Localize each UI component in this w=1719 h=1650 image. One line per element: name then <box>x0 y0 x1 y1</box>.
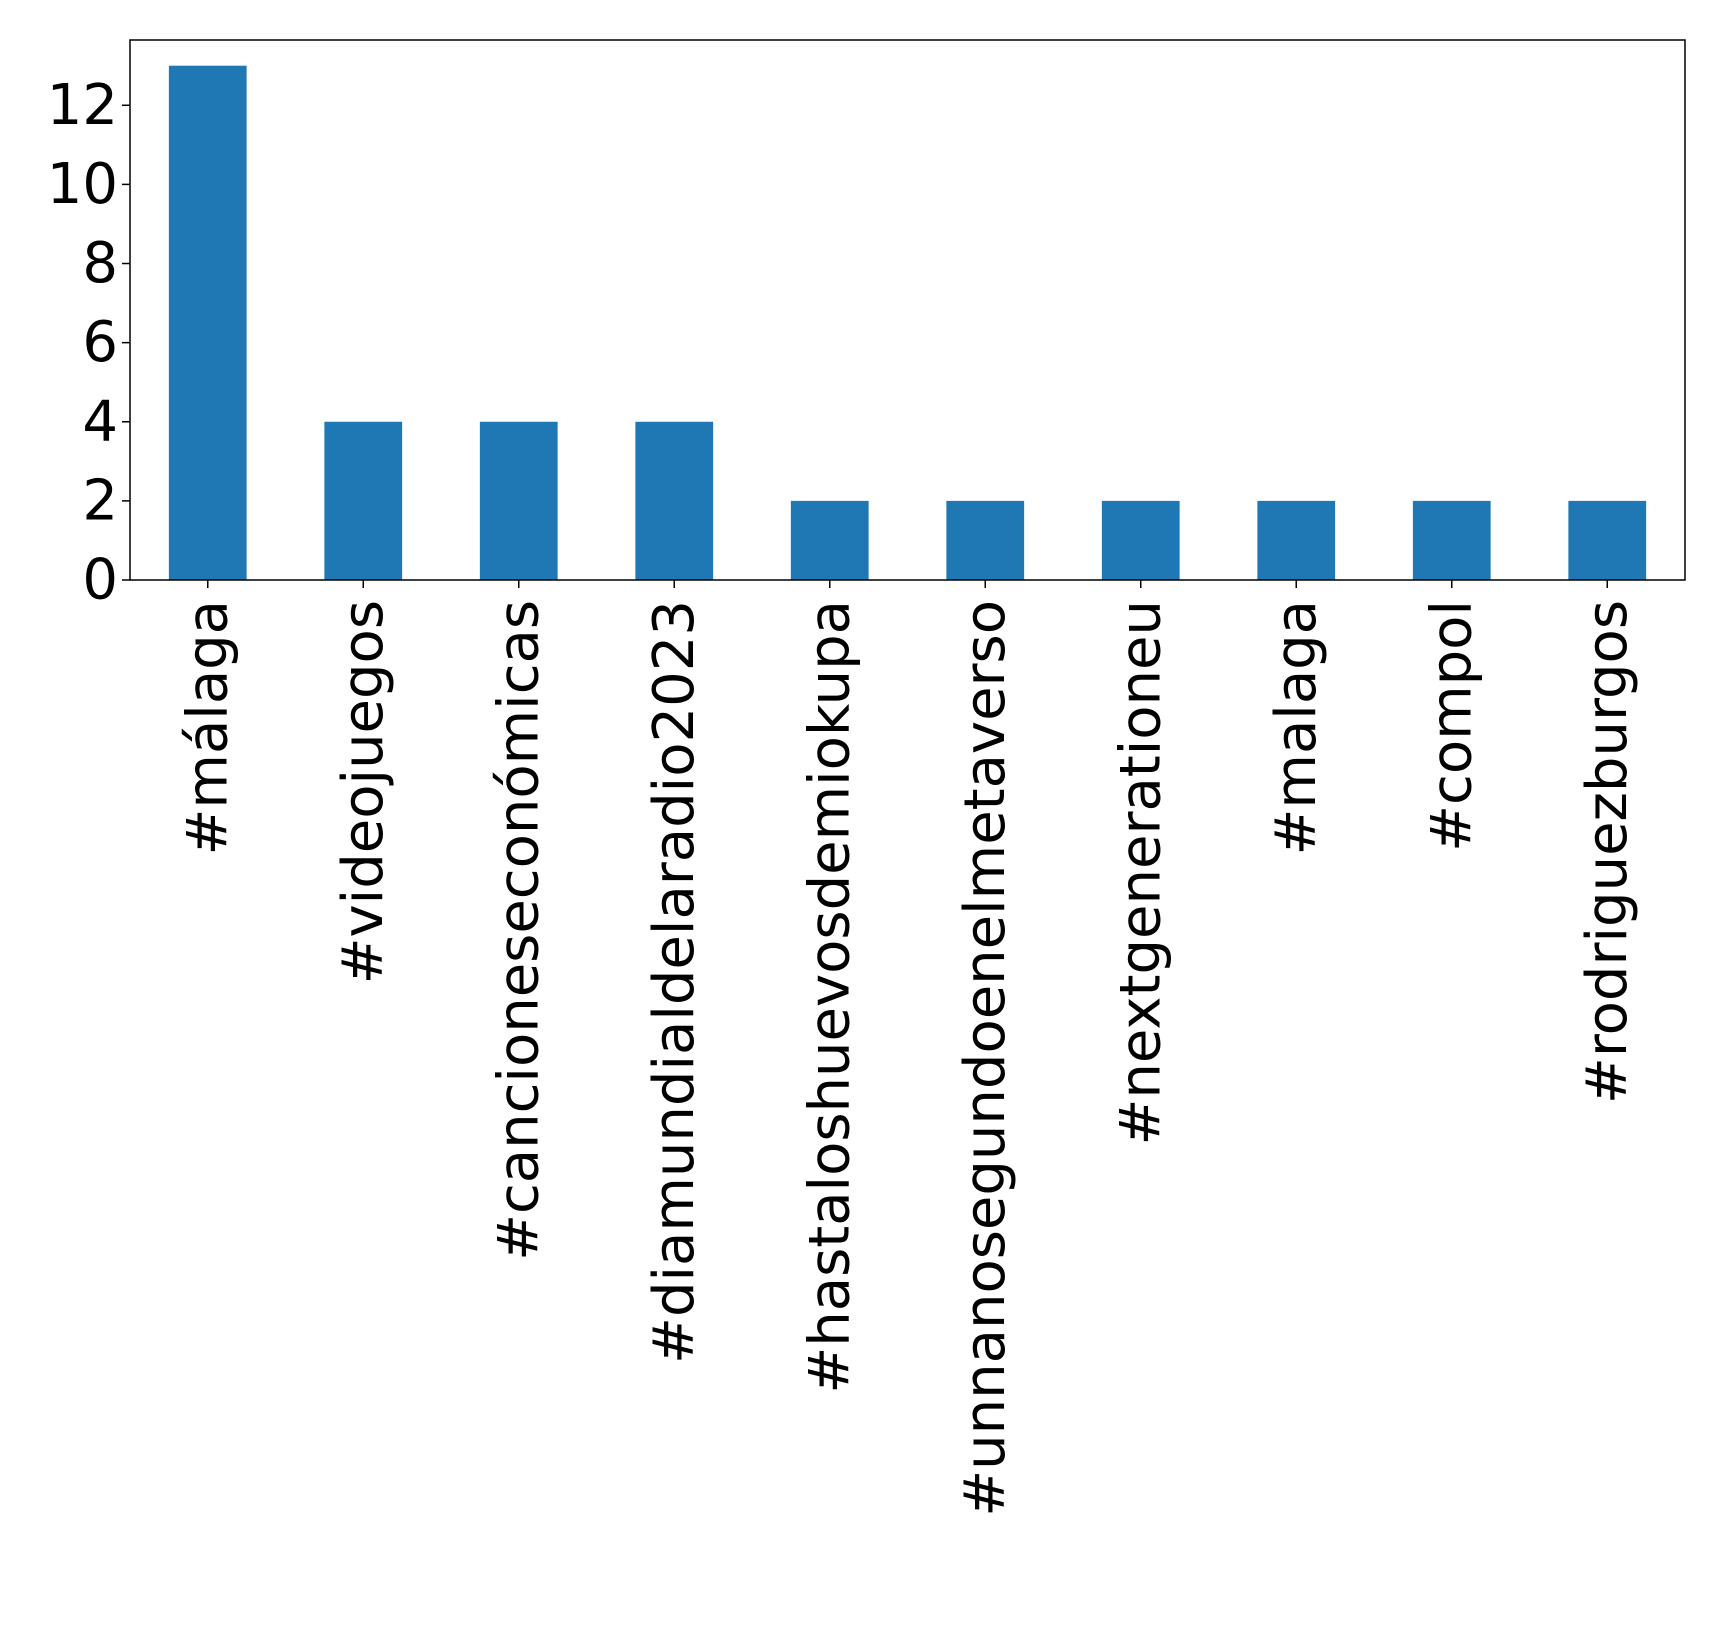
bar-5 <box>946 500 1025 580</box>
bar-2 <box>479 421 558 580</box>
x-axis: #málaga #videojuegos #cancioneseconómicas #… <box>175 580 1640 1517</box>
bar-4 <box>790 500 869 580</box>
y-tick-label: 8 <box>82 231 118 296</box>
plot-frame <box>129 39 1686 581</box>
y-tick-label: 10 <box>47 152 118 217</box>
bar-1 <box>324 421 403 580</box>
y-tick-label: 0 <box>82 548 118 613</box>
bar-8 <box>1412 500 1491 580</box>
x-tick-label: #unnanosegundoenelmetaverso <box>953 600 1018 1517</box>
y-tick-label: 12 <box>47 73 118 138</box>
x-tick-label: #videojuegos <box>331 600 396 984</box>
bars-group <box>168 65 1647 580</box>
bar-6 <box>1101 500 1180 580</box>
bar-9 <box>1568 500 1647 580</box>
x-tick-label: #compol <box>1419 600 1484 852</box>
bar-7 <box>1257 500 1336 580</box>
y-tick-label: 4 <box>82 389 118 454</box>
x-tick-label: #nextgenerationeu <box>1108 600 1173 1145</box>
x-tick-label: #diamundialdelaradio2023 <box>642 600 707 1364</box>
x-tick-label: #hastaloshuevosdemiokupa <box>797 600 862 1394</box>
x-tick-label: #malaga <box>1264 600 1329 856</box>
y-tick-label: 2 <box>82 468 118 533</box>
x-tick-label: #málaga <box>175 600 240 856</box>
x-tick-label: #rodriguezburgos <box>1575 600 1640 1104</box>
x-tick-label: #cancioneseconómicas <box>486 600 551 1261</box>
bar-0 <box>168 65 247 580</box>
bar-3 <box>635 421 714 580</box>
y-axis: 0 2 4 6 8 10 12 <box>47 73 130 613</box>
y-tick-label: 6 <box>82 310 118 375</box>
